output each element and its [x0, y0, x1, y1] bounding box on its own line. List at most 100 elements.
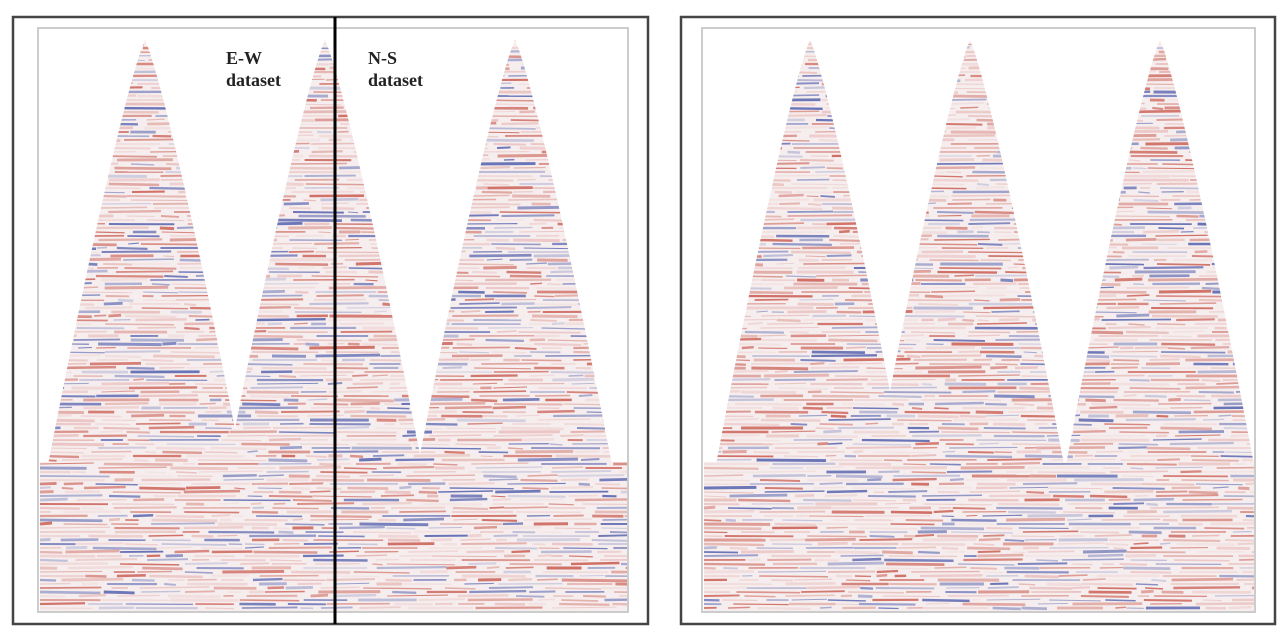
seismic-trace [527, 475, 557, 476]
seismic-trace [1203, 419, 1224, 420]
seismic-trace [1126, 555, 1156, 556]
seismic-trace [453, 508, 488, 509]
seismic-trace [519, 332, 581, 333]
seismic-trace [704, 507, 715, 508]
seismic-trace [218, 535, 238, 536]
seismic-trace [151, 523, 215, 524]
seismic-trace [983, 307, 1040, 308]
seismic-trace [504, 507, 548, 508]
seismic-trace [860, 588, 873, 589]
seismic-trace [775, 371, 788, 372]
seismic-trace [561, 600, 598, 601]
seismic-trace [317, 488, 342, 489]
seismic-trace [791, 424, 807, 425]
seismic-trace [438, 491, 493, 492]
seismic-trace [831, 416, 846, 417]
seismic-trace [293, 519, 303, 520]
seismic-trace [186, 456, 244, 457]
seismic-trace [897, 420, 951, 421]
seismic-trace [811, 355, 877, 356]
seismic-trace [1019, 584, 1035, 585]
seismic-trace [347, 387, 378, 388]
seismic-trace [911, 455, 936, 456]
seismic-trace [291, 488, 310, 489]
seismic-trace [458, 264, 513, 265]
seismic-trace [1176, 319, 1215, 320]
seismic-trace [445, 452, 465, 453]
seismic-trace [704, 480, 750, 481]
seismic-trace [467, 423, 502, 424]
seismic-trace [753, 475, 806, 476]
seismic-trace [806, 467, 844, 468]
seismic-trace [1067, 519, 1091, 520]
seismic-trace [595, 484, 620, 485]
seismic-trace [373, 455, 404, 456]
seismic-trace [1128, 452, 1141, 453]
seismic-trace [846, 580, 870, 581]
seismic-trace [1102, 519, 1161, 520]
seismic-trace [520, 499, 564, 500]
seismic-trace [1113, 351, 1159, 352]
seismic-trace [1036, 560, 1058, 561]
seismic-trace [915, 367, 981, 368]
seismic-trace [954, 275, 974, 276]
seismic-trace [474, 527, 497, 528]
seismic-trace [103, 428, 139, 429]
seismic-trace [451, 307, 517, 308]
seismic-trace [979, 443, 999, 444]
seismic-trace [265, 591, 305, 592]
seismic-trace [1115, 607, 1126, 608]
seismic-trace [521, 360, 561, 361]
seismic-trace [314, 451, 379, 452]
seismic-trace [185, 591, 215, 592]
seismic-trace [253, 579, 283, 580]
seismic-trace [791, 184, 855, 185]
seismic-trace [518, 459, 578, 460]
annotation: dataset [226, 70, 281, 90]
seismic-trace [218, 524, 277, 525]
seismic-trace [109, 496, 140, 497]
seismic-trace [1182, 480, 1229, 481]
seismic-trace [1063, 512, 1115, 513]
seismic-trace [1105, 544, 1128, 545]
seismic-trace [1105, 600, 1135, 601]
seismic-trace [947, 99, 987, 100]
seismic-trace [293, 500, 332, 501]
seismic-trace [149, 576, 202, 577]
seismic-trace [521, 480, 558, 481]
seismic-trace [494, 227, 532, 228]
seismic-trace [85, 576, 106, 577]
seismic-trace [441, 339, 475, 340]
seismic-trace [473, 195, 510, 196]
seismic-trace [878, 396, 921, 397]
seismic-trace [317, 459, 349, 460]
seismic-trace [1147, 448, 1190, 449]
seismic-trace [185, 563, 228, 564]
seismic-trace [1083, 551, 1127, 552]
seismic-trace [1028, 467, 1089, 468]
seismic-trace [858, 596, 873, 597]
seismic-trace [314, 404, 349, 405]
seismic-trace [918, 244, 978, 245]
seismic-trace [995, 364, 1017, 365]
seismic-trace [1082, 584, 1133, 585]
seismic-trace [1113, 488, 1165, 489]
seismic-trace [704, 547, 717, 548]
seismic-trace [935, 403, 984, 404]
seismic-trace [316, 295, 363, 296]
seismic-trace [459, 303, 499, 304]
seismic-trace [1180, 471, 1201, 472]
seismic-trace [1195, 251, 1208, 252]
seismic-trace [1005, 540, 1024, 541]
seismic-trace [733, 604, 788, 605]
seismic-trace [976, 187, 1005, 188]
seismic-trace [468, 535, 481, 536]
seismic-trace [704, 468, 759, 469]
seismic-trace [224, 479, 264, 480]
seismic-trace [857, 528, 917, 529]
seismic-trace [489, 587, 533, 588]
seismic-trace [756, 240, 792, 241]
seismic-trace [971, 227, 983, 228]
seismic-trace [1238, 488, 1249, 489]
seismic-trace [775, 524, 817, 525]
